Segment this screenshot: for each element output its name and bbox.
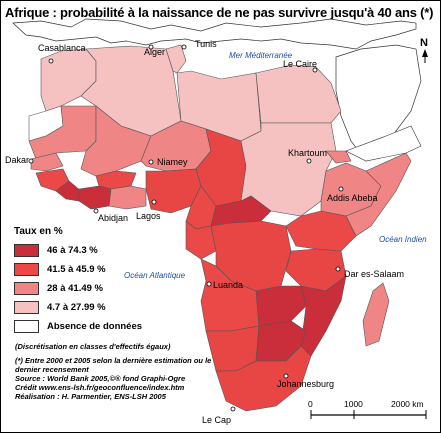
city-dot-dar-es-salaam (335, 266, 341, 272)
city-label-dakar: Dakar (5, 155, 30, 165)
legend-item: 46 à 74.3 % (14, 242, 204, 258)
legend-item: Absence de données (14, 318, 204, 334)
morocco (40, 48, 97, 112)
note-author: Réalisation : H. Parmentier, ENS-LSH 200… (15, 392, 166, 401)
legend: Taux en % 46 à 74.3 % 41.5 à 45.9 % 28 à… (14, 226, 204, 337)
legend-label: 28 à 41.49 % (47, 282, 103, 294)
legend-swatch (14, 243, 39, 257)
scale-mid: 1000 (344, 399, 363, 409)
note-credit: Crédit www.ens-lsh.fr/geoconfluence/inde… (15, 383, 185, 392)
city-dot-addis-abeba (338, 186, 344, 192)
madagascar (362, 282, 390, 347)
sea-label-atlantique: Océan Atlantique (124, 271, 186, 280)
scale: 0 1000 2000 km (306, 399, 426, 429)
north-label: N (420, 37, 428, 49)
senegal (30, 152, 64, 172)
city-label-addis-abeba: Addis Abeba (327, 193, 378, 203)
city-dot-casablanca (48, 58, 54, 64)
malawi-mozambique (300, 275, 347, 357)
europe-landmass (12, 18, 417, 50)
city-label-abidjan: Abidjan (98, 213, 129, 223)
city-dot-le-caire (312, 67, 318, 73)
city-label-niamey: Niamey (157, 157, 188, 167)
city-dot-tunis (181, 44, 187, 50)
city-dot-le-cap (230, 406, 236, 412)
legend-item: 4.7 à 27.99 % (14, 299, 204, 315)
legend-swatch (14, 319, 39, 333)
city-label-le-cap: Le Cap (202, 415, 232, 425)
eritrea (325, 150, 352, 164)
sea-label-mediterranee: Mer Méditerranée (229, 51, 293, 60)
city-label-alger: Alger (144, 47, 166, 57)
sea-label-indien: Océan Indien (379, 235, 427, 244)
legend-item: 41.5 à 45.9 % (14, 261, 204, 277)
legend-swatch (14, 262, 39, 276)
legend-label: 46 à 74.3 % (47, 244, 98, 256)
city-label-johannesburg: Johannesburg (277, 379, 335, 389)
city-dot-luanda (206, 281, 212, 287)
uganda-kenya (285, 210, 357, 252)
note-period: (*) Entre 2000 et 2005 selon la dernière… (15, 356, 212, 374)
scale-end: 2000 km (391, 399, 424, 409)
city-dot-niamey (148, 159, 154, 165)
city-label-tunis: Tunis (195, 39, 217, 49)
city-dot-khartoum (306, 158, 312, 164)
legend-title: Taux en % (14, 226, 63, 237)
somalia (345, 152, 412, 237)
legend-label: 41.5 à 45.9 % (47, 263, 106, 275)
city-dot-johannesburg (283, 373, 289, 379)
note-source: Source : World Bank 2005,©® fond Graphi-… (15, 374, 186, 383)
legend-label: 4.7 à 27.99 % (47, 301, 106, 313)
middle-east-landmass (335, 44, 422, 162)
tunisia (165, 44, 187, 74)
city-label-le-caire: Le Caire (283, 59, 318, 69)
city-dot-dakar (28, 158, 34, 164)
ghana-togo-benin (108, 185, 147, 210)
city-label-lagos: Lagos (136, 211, 161, 221)
north-arrow-icon (422, 49, 428, 63)
legend-swatch (14, 281, 39, 295)
legend-swatch (14, 300, 39, 314)
arabian-peninsula (345, 125, 422, 162)
city-label-luanda: Luanda (213, 280, 244, 290)
city-dot-abidjan (93, 208, 99, 214)
city-dot-lagos (151, 199, 157, 205)
city-label-khartoum: Khartoum (288, 148, 328, 158)
egypt (255, 64, 342, 124)
scale-bar (310, 410, 427, 419)
zambia (255, 285, 307, 327)
city-label-casablanca: Casablanca (38, 43, 86, 53)
cote-d-ivoire (78, 185, 112, 210)
note-method: (Discrétisation en classes d'effectifs é… (15, 342, 171, 351)
city-label-dar-es-salaam: Dar es-Salaam (344, 269, 405, 279)
notes: (Discrétisation en classes d'effectifs é… (15, 342, 235, 401)
city-dot-alger (148, 44, 154, 50)
legend-label: Absence de données (47, 320, 143, 332)
scale-zero: 0 (308, 399, 313, 409)
map-title: Afrique : probabilité à la naissance de … (5, 5, 434, 20)
legend-item: 28 à 41.49 % (14, 280, 204, 296)
south-africa (215, 345, 312, 412)
